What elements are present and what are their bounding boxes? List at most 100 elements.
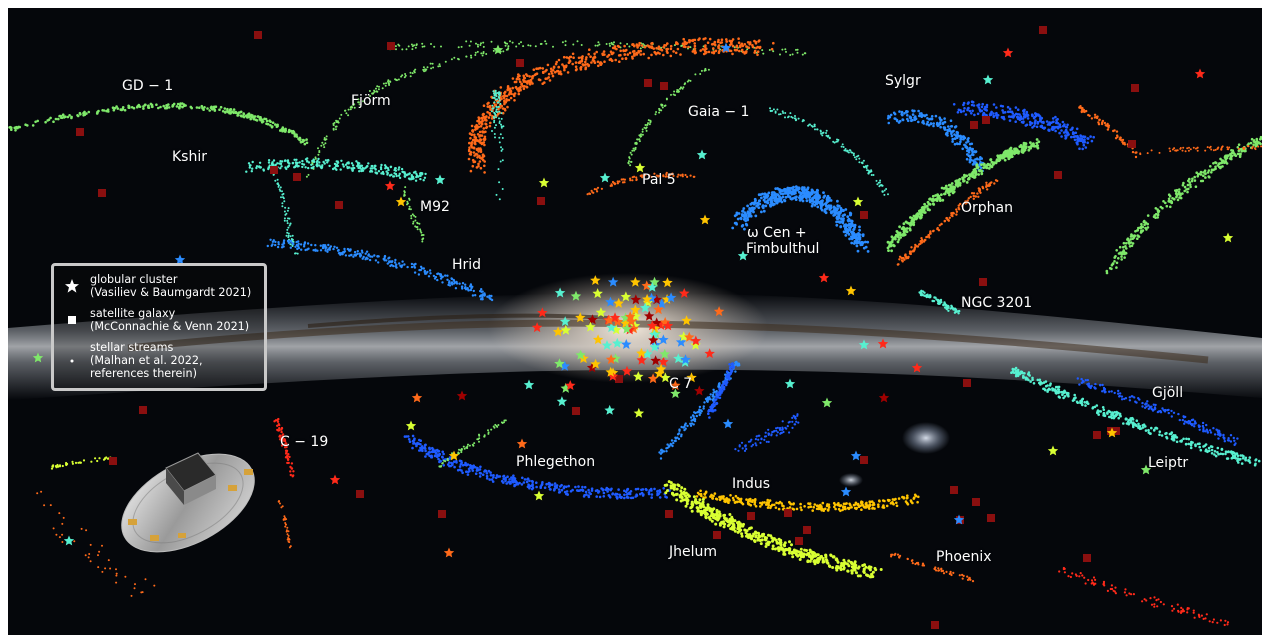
globular-cluster-marker [630,294,642,305]
globular-cluster-marker [670,388,681,399]
satellite-galaxy-marker [1128,140,1136,148]
globular-cluster-marker [649,323,661,333]
label-phoenix: Phoenix [936,549,992,565]
globular-cluster-marker [630,304,641,315]
satellite-galaxies-layer [76,26,1139,629]
stellar-stream [438,419,507,468]
globular-cluster-marker [443,547,455,558]
globular-cluster-marker [531,322,543,333]
globular-cluster-marker [575,312,586,323]
stellar-stream [886,109,985,173]
globular-cluster-marker [538,177,550,188]
globular-cluster-marker [613,297,624,308]
satellite-galaxy-marker [987,514,995,522]
globular-cluster-marker [554,287,566,298]
stellar-streams-layer [8,37,1262,627]
satellite-galaxy-marker [537,197,545,205]
dot-icon [64,353,80,369]
satellite-galaxy-marker [665,510,673,518]
globular-cluster-marker [840,486,852,497]
globular-cluster-marker [516,438,528,449]
label-jhelum: Jhelum [669,544,718,560]
legend-label-satellite-galaxy: satellite galaxy [90,307,176,320]
globular-cluster-marker [523,379,535,390]
stellar-stream [490,89,505,201]
globular-cluster-marker [661,294,673,304]
globular-cluster-marker [63,535,75,546]
globular-cluster-marker [720,42,732,53]
globular-cluster-marker [592,334,604,345]
label-m92: M92 [420,199,450,215]
globular-cluster-marker [678,331,689,342]
globular-cluster-marker [405,420,417,431]
globular-cluster-marker [1194,68,1206,79]
globular-cluster-marker [673,353,684,364]
globular-cluster-marker [658,356,669,367]
stellar-stream [627,67,710,167]
globular-cluster-marker [587,314,598,325]
satellite-galaxy-marker [1039,26,1047,34]
stellar-stream [663,480,883,579]
satellite-galaxy-marker [335,201,343,209]
sky-canvas [8,26,1262,629]
legend-ref-globular-cluster: (Vasiliev & Baumgardt 2021) [90,286,252,299]
label-gaia1: Gaia − 1 [688,104,750,120]
stellar-stream [467,37,775,174]
stellar-stream [886,138,1041,253]
globular-cluster-marker [575,349,586,360]
stellar-stream [403,434,671,500]
legend-label-stellar-streams: stellar streams [90,341,174,354]
legend-item-satellite-galaxy: satellite galaxy (McConnachie & Venn 202… [64,307,269,335]
satellite-galaxy-marker [860,456,868,464]
satellite-galaxy-marker [931,621,939,629]
globular-cluster-marker [611,324,622,335]
globular-cluster-marker [858,339,870,350]
globular-cluster-marker [590,358,601,369]
stellar-stream [769,107,889,196]
satellite-galaxy-marker [1054,171,1062,179]
stellar-stream [267,167,299,255]
globular-cluster-marker [1222,232,1234,243]
globular-cluster-marker [644,310,655,321]
globular-cluster-marker [590,275,601,285]
globular-cluster-marker [559,360,570,371]
satellite-galaxy-marker [972,498,980,506]
globular-cluster-marker [665,292,677,303]
globular-cluster-marker [560,382,571,393]
satellite-galaxy-marker [270,166,278,174]
globular-cluster-marker [878,392,890,403]
globular-cluster-marker [737,250,749,261]
stellar-stream [305,44,510,178]
globular-cluster-marker [384,180,396,191]
globular-cluster-marker [722,418,734,429]
globular-cluster-marker [642,348,653,359]
label-fimbulthul: Fimbulthul [746,241,820,257]
satellite-galaxy-marker [950,486,958,494]
globular-cluster-marker [1047,445,1059,456]
satellite-galaxy-marker [76,128,84,136]
globular-cluster-marker [694,385,705,396]
stellar-stream [1010,366,1261,467]
label-pal5: Pal 5 [642,172,676,188]
globular-cluster-marker [604,315,615,325]
globular-cluster-marker [612,337,623,348]
globular-cluster-marker [658,334,669,345]
satellite-galaxy-marker [713,531,721,539]
globular-cluster-marker [626,316,637,326]
globular-cluster-marker [599,172,611,183]
label-indus: Indus [732,476,771,492]
globular-cluster-marker [633,371,644,382]
satellite-galaxy-marker [254,31,262,39]
globular-cluster-marker [659,348,670,359]
globular-cluster-marker [670,380,681,391]
stellar-stream [695,489,920,513]
satellite-galaxy-marker [387,42,395,50]
globular-cluster-marker [686,372,697,383]
globular-cluster-marker [554,358,565,369]
small-magellanic-cloud-blob [839,473,863,487]
satellite-galaxy-marker [293,173,301,181]
globular-cluster-marker [647,320,658,331]
globular-cluster-marker [448,450,460,461]
globular-cluster-marker [647,281,658,292]
globular-cluster-marker [641,280,652,291]
